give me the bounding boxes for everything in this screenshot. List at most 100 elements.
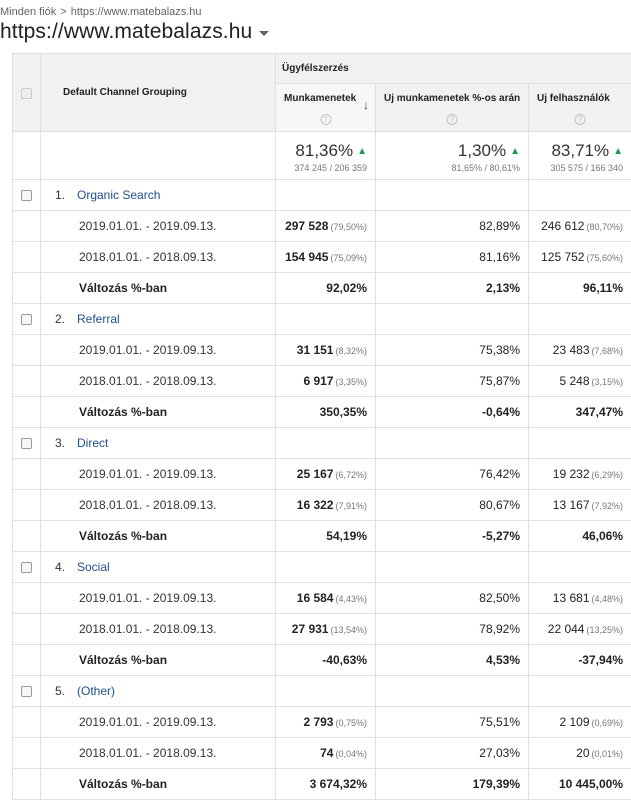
chevron-down-icon[interactable] [259,31,270,36]
empty-cell [527,179,631,211]
breadcrumb-separator: > [60,6,67,18]
sessions-change: -40,63% [275,644,376,676]
sessions-share: (6,72%) [335,470,367,480]
summary-label-cell [40,131,276,180]
sessions-value: 6 917 [303,374,334,388]
new-sessions-cell: 80,67% [375,489,529,521]
row-checkbox[interactable] [21,562,32,574]
report-topbar: Minden fiók > https://www.matebalazs.hu … [0,0,631,52]
sessions-cell: 297 528 (79,50%) [275,210,376,242]
empty-cell [375,427,529,459]
change-row: Változás %-ban 350,35% -0,64% 347,47% [12,396,631,428]
help-icon[interactable]: ? [320,114,331,125]
column-label-new-users: Új felhasználók [537,93,610,104]
empty-cell [375,303,529,335]
new-users-cell: 13 167 (7,92%) [527,489,631,521]
date-range-row: 2019.01.01. - 2019.09.13. 2 793 (0,75%) 75,… [12,706,631,738]
row-checkbox[interactable] [21,190,32,202]
sessions-cell: 2 793 (0,75%) [275,706,376,738]
channel-group-row: 5. (Other) [12,675,631,707]
column-header-new-users[interactable]: Új felhasználók ? [527,83,631,132]
new-users-value: 22 044 [547,622,585,636]
new-users-share: (0,69%) [591,718,624,728]
sessions-share: (7,91%) [335,501,367,511]
sessions-value: 154 945 [285,250,329,264]
channel-link[interactable]: Social [77,560,110,574]
empty-cell [12,644,41,676]
channel-name-cell: 2. Referral [40,303,276,335]
date-range-label: 2019.01.01. - 2019.09.13. [40,458,276,490]
new-users-change: 96,11% [527,272,631,304]
sessions-value: 25 167 [296,467,334,481]
new-sessions-cell: 27,03% [375,737,529,769]
view-title[interactable]: https://www.matebalazs.hu [0,20,253,43]
dimension-header[interactable]: Default Channel Grouping [40,53,276,132]
channel-group-row: 2. Referral [12,303,631,335]
up-arrow-icon: ▲ [613,145,624,157]
empty-cell [12,272,41,304]
new-sessions-change: -0,64% [375,396,529,428]
row-checkbox[interactable] [21,686,32,698]
new-sessions-cell: 81,16% [375,241,529,273]
date-range-row: 2018.01.01. - 2018.09.13. 27 931 (13,54%) 7… [12,613,631,645]
column-header-new-sessions[interactable]: Új munkamenetek %-os aránya ? [375,83,529,132]
column-label-new-sessions: Új munkamenetek %-os aránya [384,93,520,104]
channel-link[interactable]: Direct [77,436,109,450]
help-icon[interactable]: ? [446,114,458,125]
sessions-cell: 154 945 (75,09%) [275,241,376,273]
sessions-cell: 16 322 (7,91%) [275,489,376,521]
new-users-value: 2 109 [559,715,590,729]
report-body: 81,36% ▲ 374 245 / 206 359 1,30% ▲ 81,65% … [12,131,631,800]
empty-cell [275,675,376,707]
date-range-label: 2018.01.01. - 2018.09.13. [40,737,276,769]
new-users-cell: 19 232 (6,29%) [527,458,631,490]
date-range-label: 2018.01.01. - 2018.09.13. [40,241,276,273]
new-users-value: 20 [576,746,590,760]
sessions-cell: 16 584 (4,43%) [275,582,376,614]
channel-link[interactable]: (Other) [77,684,116,698]
new-sessions-cell: 75,87% [375,365,529,397]
channel-link[interactable]: Organic Search [77,188,161,202]
empty-cell [12,396,41,428]
date-range-row: 2019.01.01. - 2019.09.13. 31 151 (8,32%) 75… [12,334,631,366]
select-all-checkbox[interactable] [21,87,32,99]
channel-group-row: 4. Social [12,551,631,583]
new-sessions-cell: 75,51% [375,706,529,738]
change-row: Változás %-ban 92,02% 2,13% 96,11% [12,272,631,304]
empty-cell [12,737,41,769]
date-range-row: 2019.01.01. - 2019.09.13. 25 167 (6,72%) 76… [12,458,631,490]
empty-cell [275,427,376,459]
sort-descending-icon[interactable]: ↓ [363,98,369,112]
row-checkbox[interactable] [21,438,32,450]
change-row: Változás %-ban 54,19% -5,27% 46,06% [12,520,631,552]
help-icon[interactable]: ? [574,114,586,125]
new-users-cell: 13 681 (4,48%) [527,582,631,614]
empty-cell [12,210,41,242]
summary-sessions: 81,36% ▲ 374 245 / 206 359 [275,131,376,180]
change-label: Változás %-ban [40,272,276,304]
sessions-value: 2 793 [303,715,334,729]
empty-cell [375,551,529,583]
empty-cell [12,613,41,645]
date-range-label: 2018.01.01. - 2018.09.13. [40,489,276,521]
breadcrumb-current[interactable]: https://www.matebalazs.hu [70,6,202,18]
change-row: Változás %-ban 3 674,32% 179,39% 10 445,00% [12,768,631,800]
channel-name-cell: 3. Direct [40,427,276,459]
view-selector[interactable]: https://www.matebalazs.hu [0,20,270,44]
empty-cell [275,303,376,335]
empty-cell [12,706,41,738]
summary-sessions-detail: 374 245 / 206 359 [294,163,367,173]
row-checkbox[interactable] [21,314,32,326]
channel-link[interactable]: Referral [77,312,120,326]
report-table: Default Channel Grouping Ügyfélszerzés M… [12,53,631,800]
column-header-sessions[interactable]: Munkamenetek ↓ ? [275,83,376,132]
new-users-share: (6,29%) [591,470,624,480]
sessions-change: 350,35% [275,396,376,428]
empty-cell [275,551,376,583]
row-check-cell [12,675,41,707]
date-range-row: 2018.01.01. - 2018.09.13. 16 322 (7,91%) 80… [12,489,631,521]
date-range-label: 2019.01.01. - 2019.09.13. [40,706,276,738]
breadcrumb-root[interactable]: Minden fiók [0,6,57,18]
new-users-cell: 246 612 (80,70%) [527,210,631,242]
row-index: 2. [55,312,66,326]
